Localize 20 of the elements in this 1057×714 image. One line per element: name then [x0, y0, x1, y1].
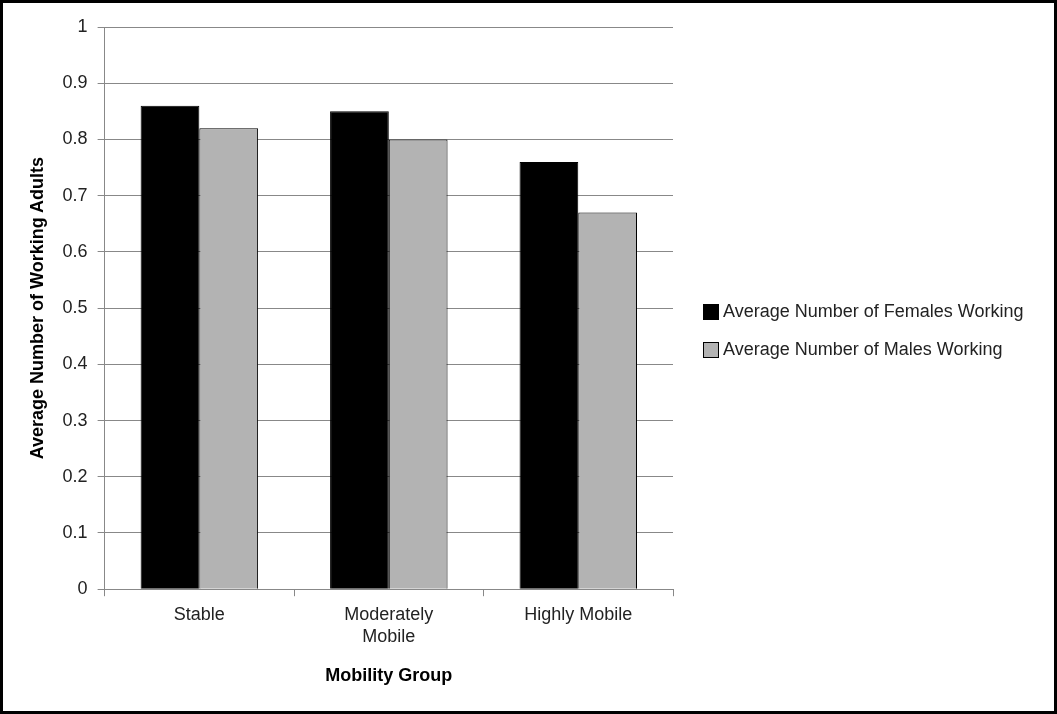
x-axis-title: Mobility Group: [325, 665, 453, 686]
legend-label: Average Number of Males Working: [723, 338, 1003, 361]
y-tick-label: 0.7: [62, 184, 88, 205]
y-tick-label: 0.8: [62, 128, 88, 149]
y-tick-label: 0.1: [62, 521, 88, 542]
y-axis-title: Average Number of Working Adults: [26, 156, 47, 460]
y-tick-label: 0.3: [62, 409, 88, 430]
y-tick-label: 0: [77, 578, 88, 599]
y-tick-label: 0.9: [62, 72, 88, 93]
x-tick-label: Highly Mobile: [524, 603, 633, 624]
y-tick-label: 0.2: [62, 465, 88, 486]
bar: [140, 105, 200, 589]
x-tick-label: Moderately Mobile: [344, 603, 434, 646]
y-tick-label: 0.6: [62, 240, 88, 261]
legend-label: Average Number of Females Working: [723, 300, 1024, 323]
x-tick-label: Stable: [173, 603, 225, 624]
y-tick-label: 0.4: [62, 353, 88, 374]
bar: [330, 111, 389, 589]
y-tick-label: 1: [77, 15, 88, 36]
y-tick-label: 0.5: [62, 297, 88, 318]
